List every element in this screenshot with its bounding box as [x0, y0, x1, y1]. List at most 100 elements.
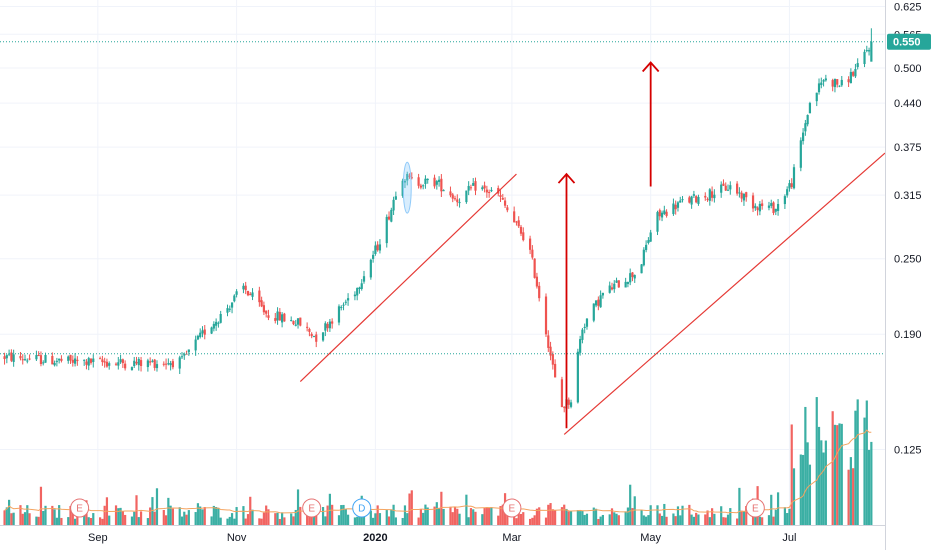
- volume-bar: [695, 512, 698, 525]
- earnings-marker[interactable]: E: [302, 498, 322, 518]
- candle-body: [26, 360, 29, 362]
- volume-bar: [456, 508, 459, 525]
- volume-bar: [569, 510, 573, 525]
- candle-body: [804, 123, 807, 132]
- volume-bar: [155, 488, 159, 525]
- candle-body: [840, 79, 843, 86]
- x-tick-label: Mar: [502, 532, 521, 544]
- volume-bar: [310, 514, 313, 525]
- candle-body: [267, 315, 270, 318]
- volume-bar: [469, 508, 473, 525]
- candle-body: [119, 359, 122, 363]
- candle-body: [372, 254, 375, 259]
- candle-body: [629, 273, 632, 283]
- volume-bar: [71, 507, 74, 525]
- volume-bar: [738, 487, 741, 525]
- volume-bar: [260, 518, 263, 525]
- candle-body: [499, 195, 502, 197]
- volume-bar: [187, 510, 190, 525]
- volume-bar: [613, 512, 616, 525]
- volume-bar: [442, 508, 445, 525]
- candle-body: [824, 78, 827, 81]
- arrow-head[interactable]: [557, 172, 576, 184]
- volume-bar: [233, 518, 236, 525]
- earnings-marker[interactable]: E: [745, 498, 765, 518]
- volume-bar: [296, 489, 300, 525]
- candle-body: [85, 361, 88, 365]
- candle-body: [151, 360, 154, 362]
- event-marker-label: E: [76, 504, 83, 515]
- candle-body: [153, 359, 156, 368]
- volume-bar: [19, 505, 22, 525]
- volume-bar: [151, 497, 154, 525]
- volume-bar: [228, 516, 231, 525]
- trendline[interactable]: [563, 152, 886, 435]
- candle-body: [135, 361, 138, 364]
- candle-body: [786, 189, 789, 196]
- earnings-marker[interactable]: E: [502, 498, 522, 518]
- volume-bar: [53, 509, 56, 525]
- volume-bar: [720, 506, 723, 525]
- candle-body: [44, 354, 47, 363]
- candle-body: [808, 103, 812, 114]
- y-tick-label: 0.500: [894, 63, 922, 75]
- horizontal-levels[interactable]: [0, 41, 885, 355]
- volume-bar: [790, 424, 793, 525]
- volume-bar: [324, 516, 327, 525]
- earnings-marker[interactable]: E: [70, 498, 90, 518]
- candle-body: [39, 355, 43, 365]
- volume-bar: [579, 511, 582, 525]
- candle-body: [610, 287, 614, 290]
- candle-body: [449, 191, 452, 196]
- volume-bar: [585, 513, 589, 525]
- volume-bar: [799, 454, 802, 525]
- candle-body: [180, 356, 184, 358]
- volume-bar: [39, 486, 43, 525]
- candle-body: [481, 187, 484, 190]
- volume-bar: [419, 509, 422, 525]
- volume-bar: [772, 516, 775, 525]
- candle-body: [458, 202, 461, 204]
- trendline[interactable]: [299, 173, 517, 382]
- x-tick-label: Jul: [782, 532, 796, 544]
- candle-body: [346, 298, 350, 301]
- candle-body: [585, 318, 589, 327]
- candle-body: [867, 50, 871, 52]
- volume-bar: [804, 406, 807, 525]
- candle-body: [114, 363, 118, 365]
- volume-bar: [87, 517, 90, 525]
- candle-body: [117, 362, 120, 366]
- volume-bar: [599, 516, 602, 525]
- volume-bar: [437, 508, 441, 525]
- volume-bar: [565, 508, 568, 525]
- candle-body: [331, 321, 334, 324]
- volume-bar: [326, 505, 329, 525]
- highlight-ellipse[interactable]: [402, 161, 412, 214]
- volume-bar: [681, 505, 684, 525]
- candle-body: [483, 185, 486, 189]
- volume-bar: [422, 512, 425, 525]
- volume-bar: [337, 515, 341, 525]
- candle-body: [551, 354, 554, 365]
- volume-bar: [283, 517, 286, 525]
- volume-bar: [679, 515, 682, 525]
- volume-bar: [726, 514, 730, 525]
- arrow-head[interactable]: [641, 61, 660, 73]
- candle-body: [374, 245, 377, 255]
- candle-body: [137, 358, 140, 366]
- volume-bar: [244, 518, 247, 525]
- dividend-marker[interactable]: D: [352, 498, 372, 518]
- volume-bar: [55, 517, 58, 525]
- drawings[interactable]: [299, 61, 886, 435]
- volume-bar: [342, 504, 345, 525]
- volume-bar: [629, 484, 632, 525]
- volume-bar: [372, 517, 375, 525]
- candle-body: [656, 212, 659, 232]
- candle-body: [465, 190, 468, 203]
- volume-bar: [10, 513, 13, 525]
- volume-bar: [294, 509, 297, 525]
- x-tick-label: Nov: [227, 532, 247, 544]
- volume-bar: [451, 512, 454, 525]
